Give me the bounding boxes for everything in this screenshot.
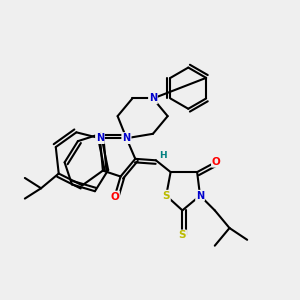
Text: H: H bbox=[159, 152, 167, 160]
Text: N: N bbox=[122, 133, 130, 143]
Text: O: O bbox=[110, 191, 119, 202]
Text: O: O bbox=[212, 157, 220, 167]
Text: S: S bbox=[162, 190, 170, 201]
Text: N: N bbox=[122, 133, 130, 143]
Text: N: N bbox=[96, 133, 104, 143]
Text: N: N bbox=[149, 94, 157, 103]
Text: S: S bbox=[178, 230, 186, 240]
Text: N: N bbox=[196, 190, 204, 201]
